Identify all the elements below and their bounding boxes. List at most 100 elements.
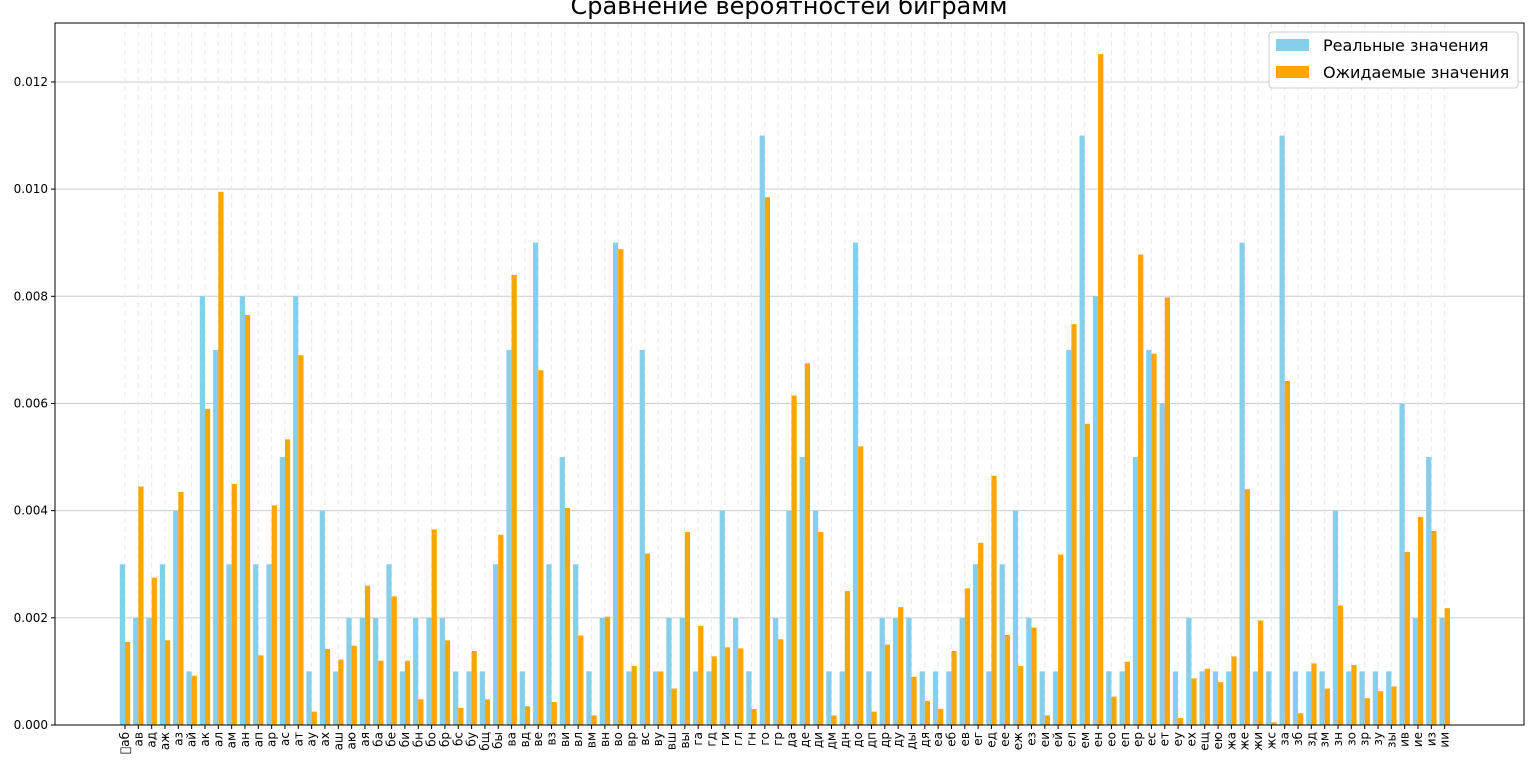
x-tick-label: ду <box>891 732 905 747</box>
bar-expected <box>404 660 411 725</box>
bar-real <box>133 617 139 725</box>
bar-real <box>586 671 592 725</box>
bar-real <box>1279 135 1285 725</box>
bar-expected <box>1058 554 1064 725</box>
bar-expected <box>191 675 197 725</box>
y-axis: 0.000 0.002 0.004 0.006 0.008 0.010 0.012 <box>14 75 55 732</box>
bar-real <box>866 671 872 725</box>
bar-real <box>1412 617 1419 725</box>
bar-expected <box>1164 297 1170 725</box>
bar-expected <box>311 711 317 725</box>
bar-real <box>1159 403 1165 725</box>
bar-real <box>213 349 219 725</box>
bar-expected <box>524 706 531 725</box>
x-tick-label: аж <box>158 732 172 750</box>
x-tick-label: ив <box>1398 732 1412 747</box>
bar-real <box>772 617 779 725</box>
legend-box <box>1268 31 1519 89</box>
x-tick-label: ем <box>1078 732 1092 748</box>
legend-swatch-real <box>1276 39 1309 51</box>
bar-expected <box>1071 324 1077 725</box>
bar-expected <box>831 715 837 725</box>
x-tick-label: го <box>758 732 772 746</box>
bar-real <box>426 617 432 725</box>
x-tick-label: ие <box>1411 732 1425 747</box>
bar-expected <box>164 640 171 725</box>
bar-real <box>479 671 485 725</box>
x-tick-label: за <box>1278 732 1292 746</box>
bar-expected <box>1178 718 1184 725</box>
x-tick-label: до <box>851 732 865 748</box>
bar-real <box>1439 617 1445 725</box>
bar-real <box>972 564 979 725</box>
bar-real <box>1426 457 1432 725</box>
bar-expected <box>1391 686 1397 725</box>
bar-real <box>253 564 259 725</box>
x-tick-label: зб <box>1291 732 1305 746</box>
x-tick-label: ии <box>1438 732 1452 748</box>
x-tick-label: де <box>798 732 812 748</box>
bar-expected <box>1044 715 1050 725</box>
legend-label-expected: Ожидаемые значения <box>1323 63 1509 82</box>
x-tick-label: да <box>785 732 799 748</box>
bar-expected <box>551 701 557 725</box>
bar-real <box>706 671 712 725</box>
x-tick-label: ау <box>305 732 319 746</box>
bar-expected <box>658 671 664 725</box>
bar-real <box>799 457 805 725</box>
x-tick-label: ая <box>358 732 372 747</box>
bar-expected <box>871 711 877 725</box>
x-tick-label: зы <box>1384 732 1398 748</box>
bar-real <box>439 617 445 725</box>
bar-expected <box>1244 489 1250 725</box>
bar-expected <box>938 708 944 725</box>
x-tick-label: ер <box>1131 732 1145 747</box>
bar-real <box>306 671 312 725</box>
bar-expected <box>644 553 651 725</box>
x-tick-label: дн <box>838 732 852 748</box>
x-tick-label: еж <box>1011 732 1025 750</box>
x-tick-label: вд <box>518 732 532 747</box>
bar-expected <box>258 655 264 725</box>
x-axis:  аб ав ад аж аз ай ак ал ам ан ап ар ас ат ау ах аш аю ая б… <box>118 725 1452 754</box>
bar-expected <box>484 699 491 725</box>
bar-real <box>1132 457 1139 725</box>
bar-real <box>786 510 792 725</box>
x-tick-label: би <box>398 732 412 747</box>
bar-expected <box>204 408 211 725</box>
bar-expected <box>1364 698 1370 725</box>
bar-expected <box>631 666 637 725</box>
bar-real <box>1266 671 1272 725</box>
bar-expected <box>1311 663 1317 725</box>
bar-expected <box>1271 722 1277 725</box>
bar-real <box>719 510 725 725</box>
x-tick-label: вс <box>638 732 652 746</box>
bar-real <box>573 564 579 725</box>
bar-expected <box>858 446 864 725</box>
bar-real <box>946 671 952 725</box>
bar-expected <box>218 191 224 726</box>
x-tick-label: аз <box>171 732 185 746</box>
x-tick-label: ещ <box>1198 732 1212 751</box>
x-tick-label: вш <box>665 732 679 750</box>
bar-real <box>199 296 205 725</box>
bar-real <box>653 671 659 725</box>
x-tick-label: ах <box>318 732 332 746</box>
bar-expected <box>1124 661 1130 725</box>
bar-expected <box>1444 608 1450 725</box>
bar-expected <box>1138 254 1144 725</box>
bar-expected <box>1031 627 1037 725</box>
x-tick-label: зд <box>1304 732 1318 747</box>
bar-expected <box>898 607 904 725</box>
bar-expected <box>591 715 597 725</box>
x-tick-label: гл <box>731 732 745 746</box>
bar-expected <box>271 505 277 725</box>
bar-expected <box>391 596 397 725</box>
x-tick-label: ес <box>1144 732 1158 746</box>
bar-real <box>932 671 939 725</box>
x-tick-label: бс <box>451 732 465 746</box>
x-tick-label: ад <box>145 732 159 748</box>
x-tick-label: бр <box>438 732 452 747</box>
bar-expected <box>138 486 144 725</box>
